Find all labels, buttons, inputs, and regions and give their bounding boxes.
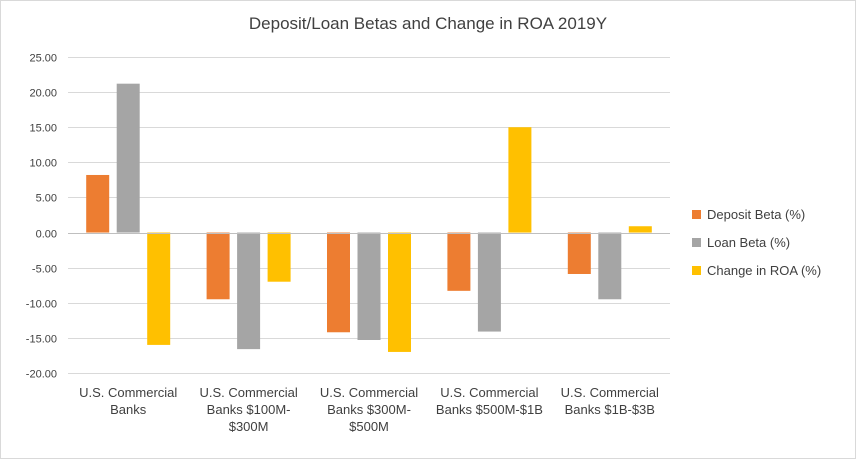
legend-label: Loan Beta (%)	[707, 235, 790, 250]
x-tick-label-line: $500M	[349, 419, 389, 434]
x-tick-label: U.S. Commercial Banks $100M- $300M	[199, 385, 297, 434]
x-axis-labels: U.S. Commercial Banks U.S. Commercial Banks…	[79, 385, 659, 434]
legend-swatch	[692, 210, 701, 219]
x-tick-label-line: Banks $1B-$3B	[565, 402, 655, 417]
bar	[598, 232, 622, 300]
bar	[447, 232, 471, 291]
x-tick-label-line: U.S. Commercial	[79, 385, 177, 400]
y-tick-label: 20.00	[29, 88, 57, 100]
x-tick-label-line: U.S. Commercial	[561, 385, 659, 400]
y-tick-label: 25.00	[29, 53, 57, 65]
x-tick-label: U.S. Commercial Banks	[79, 385, 177, 417]
x-tick-label-line: Banks	[110, 402, 147, 417]
x-tick-label-line: Banks $300M-	[327, 402, 411, 417]
bar	[147, 232, 171, 345]
x-tick-label-line: U.S. Commercial	[440, 385, 538, 400]
x-tick-label: U.S. Commercial Banks $1B-$3B	[561, 385, 659, 417]
x-tick-label: U.S. Commercial Banks $300M- $500M	[320, 385, 418, 434]
bar	[388, 232, 411, 352]
bar	[206, 232, 230, 300]
y-tick-label: 0.00	[36, 229, 57, 241]
y-tick-label: -5.00	[32, 264, 57, 276]
bar	[628, 226, 652, 233]
legend-swatch	[692, 266, 701, 275]
y-tick-label: -20.00	[26, 369, 57, 381]
x-tick-label-line: U.S. Commercial	[199, 385, 297, 400]
bar	[267, 232, 291, 282]
x-tick-label-line: U.S. Commercial	[320, 385, 418, 400]
bar	[567, 232, 591, 274]
x-tick-label-line: Banks $500M-$1B	[436, 402, 543, 417]
legend-label: Deposit Beta (%)	[707, 207, 805, 222]
chart-title: Deposit/Loan Betas and Change in ROA 201…	[248, 14, 608, 33]
legend-label: Change in ROA (%)	[707, 263, 821, 278]
bars	[86, 83, 652, 352]
x-tick-label-line: Banks $100M-	[207, 402, 291, 417]
bar	[477, 232, 501, 332]
y-tick-label: 15.00	[29, 123, 57, 135]
x-tick-label-line: $300M	[229, 419, 269, 434]
legend-swatch	[692, 238, 701, 247]
x-tick-label: U.S. Commercial Banks $500M-$1B	[436, 385, 543, 417]
y-tick-label: -10.00	[26, 299, 57, 311]
y-axis-ticks: 25.00 20.00 15.00 10.00 5.00 0.00 -5.00 -10.00 -…	[26, 53, 57, 381]
y-tick-label: -15.00	[26, 334, 57, 346]
legend: Deposit Beta (%) Loan Beta (%) Change in R…	[692, 207, 821, 278]
bar	[116, 83, 140, 233]
bar	[357, 232, 381, 340]
y-tick-label: 5.00	[36, 193, 57, 205]
y-tick-label: 10.00	[29, 158, 57, 170]
bar	[508, 127, 532, 233]
bar	[86, 174, 110, 233]
bar	[327, 232, 350, 333]
bar	[237, 232, 261, 350]
